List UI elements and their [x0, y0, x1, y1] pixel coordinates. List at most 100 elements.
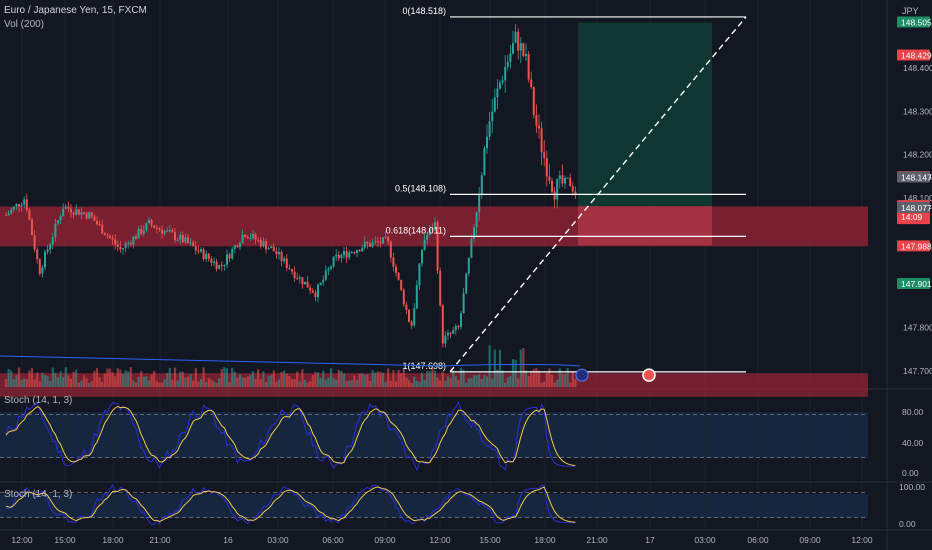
candle-body-15 [44, 251, 46, 268]
volume-bar-214 [561, 373, 564, 387]
volume-bar-178 [467, 378, 470, 387]
volume-bar-169 [444, 380, 447, 387]
volume-bar-121 [319, 377, 322, 387]
volume-bar-32 [88, 382, 91, 387]
volume-bar-125 [329, 368, 333, 387]
candle-body-59 [158, 228, 161, 230]
volume-bar-18 [51, 367, 54, 387]
volume-bar-217 [569, 382, 572, 387]
volume-bar-216 [566, 368, 569, 387]
volume-bar-140 [368, 381, 372, 387]
candle-body-147 [387, 236, 390, 242]
candle-body-216 [566, 177, 569, 179]
volume-bar-104 [275, 381, 278, 387]
volume-bar-74 [197, 381, 200, 387]
candle-body-115 [304, 281, 306, 285]
volume-bar-175 [459, 367, 463, 387]
candle-body-18 [51, 237, 54, 245]
candle-body-29 [80, 212, 83, 215]
volume-bar-87 [231, 367, 234, 387]
candle-body-162 [426, 235, 429, 240]
volume-bar-15 [43, 375, 47, 387]
volume-bar-78 [207, 378, 210, 387]
candle-body-56 [150, 220, 153, 226]
candle-body-83 [220, 265, 223, 267]
candle-body-129 [340, 254, 343, 259]
volume-bar-59 [158, 382, 161, 387]
volume-legend[interactable]: Vol (200) [4, 19, 45, 30]
candle-body-113 [298, 277, 301, 279]
candle-body-1 [7, 213, 10, 216]
candle-body-16 [46, 249, 49, 252]
candle-body-194 [509, 53, 512, 62]
candle-body-219 [574, 191, 577, 195]
candle-body-169 [444, 335, 447, 344]
volume-bar-158 [415, 380, 418, 387]
candle-body-85 [226, 254, 228, 265]
candle-body-3 [12, 206, 15, 210]
volume-bar-53 [142, 376, 145, 387]
candle-body-39 [106, 235, 109, 237]
candle-body-205 [538, 125, 540, 129]
candle-body-4 [15, 204, 18, 207]
candle-body-174 [457, 326, 460, 328]
volume-bar-118 [311, 375, 314, 387]
candle-body-164 [431, 228, 434, 230]
volume-bar-196 [514, 359, 517, 387]
candle-body-166 [436, 222, 439, 271]
candle-body-67 [179, 234, 182, 240]
candle-body-54 [145, 223, 148, 231]
candle-body-212 [556, 179, 559, 200]
candle-body-217 [569, 177, 572, 187]
volume-bar-149 [392, 370, 395, 387]
volume-bar-47 [127, 371, 130, 387]
candle-body-95 [252, 234, 254, 238]
candle-body-48 [129, 242, 132, 245]
candle-body-131 [345, 251, 348, 258]
volume-bar-33 [90, 381, 93, 387]
volume-bar-164 [431, 367, 434, 387]
volume-bar-65 [173, 367, 177, 387]
volume-bar-116 [306, 382, 309, 387]
volume-bar-189 [496, 369, 499, 387]
candle-body-213 [558, 175, 561, 180]
volume-bar-203 [532, 369, 535, 387]
candle-body-172 [452, 330, 455, 334]
volume-bar-67 [179, 371, 182, 387]
candle-body-123 [324, 270, 327, 280]
volume-bar-115 [303, 380, 307, 387]
volume-bar-77 [205, 382, 208, 387]
candle-body-197 [517, 31, 520, 51]
volume-bar-5 [17, 367, 21, 387]
volume-bar-12 [36, 372, 39, 387]
volume-bar-215 [563, 373, 567, 387]
candle-body-93 [246, 236, 249, 239]
stoch-legend-2[interactable]: Stoch (14, 1, 3) [4, 489, 73, 500]
time-tick-4: 16 [223, 535, 233, 545]
volume-bar-135 [355, 380, 359, 387]
volume-bar-36 [98, 377, 101, 387]
candle-body-136 [358, 249, 361, 252]
volume-bar-141 [371, 370, 374, 387]
candle-body-207 [543, 152, 546, 159]
candle-body-100 [265, 241, 267, 250]
symbol-legend[interactable]: Euro / Japanese Yen, 15, FXCM [4, 5, 147, 16]
volume-bar-195 [511, 359, 515, 387]
stoch-legend-1[interactable]: Stoch (14, 1, 3) [4, 395, 73, 406]
price-badge-text-5: 148.077 [901, 203, 932, 213]
candle-body-69 [184, 237, 187, 243]
candle-body-195 [512, 42, 514, 54]
volume-bar-83 [220, 369, 223, 387]
volume-bar-114 [301, 369, 304, 387]
volume-bar-10 [30, 368, 34, 387]
candle-body-218 [571, 186, 574, 192]
volume-bar-156 [410, 382, 413, 387]
candle-body-26 [72, 212, 75, 215]
volume-bar-150 [394, 381, 398, 387]
time-tick-1: 15:00 [54, 535, 76, 545]
stoch1-tick-1: 40.00 [902, 438, 924, 448]
candle-body-132 [348, 252, 351, 258]
candle-body-81 [215, 261, 218, 270]
price-badge-3 [897, 171, 930, 183]
